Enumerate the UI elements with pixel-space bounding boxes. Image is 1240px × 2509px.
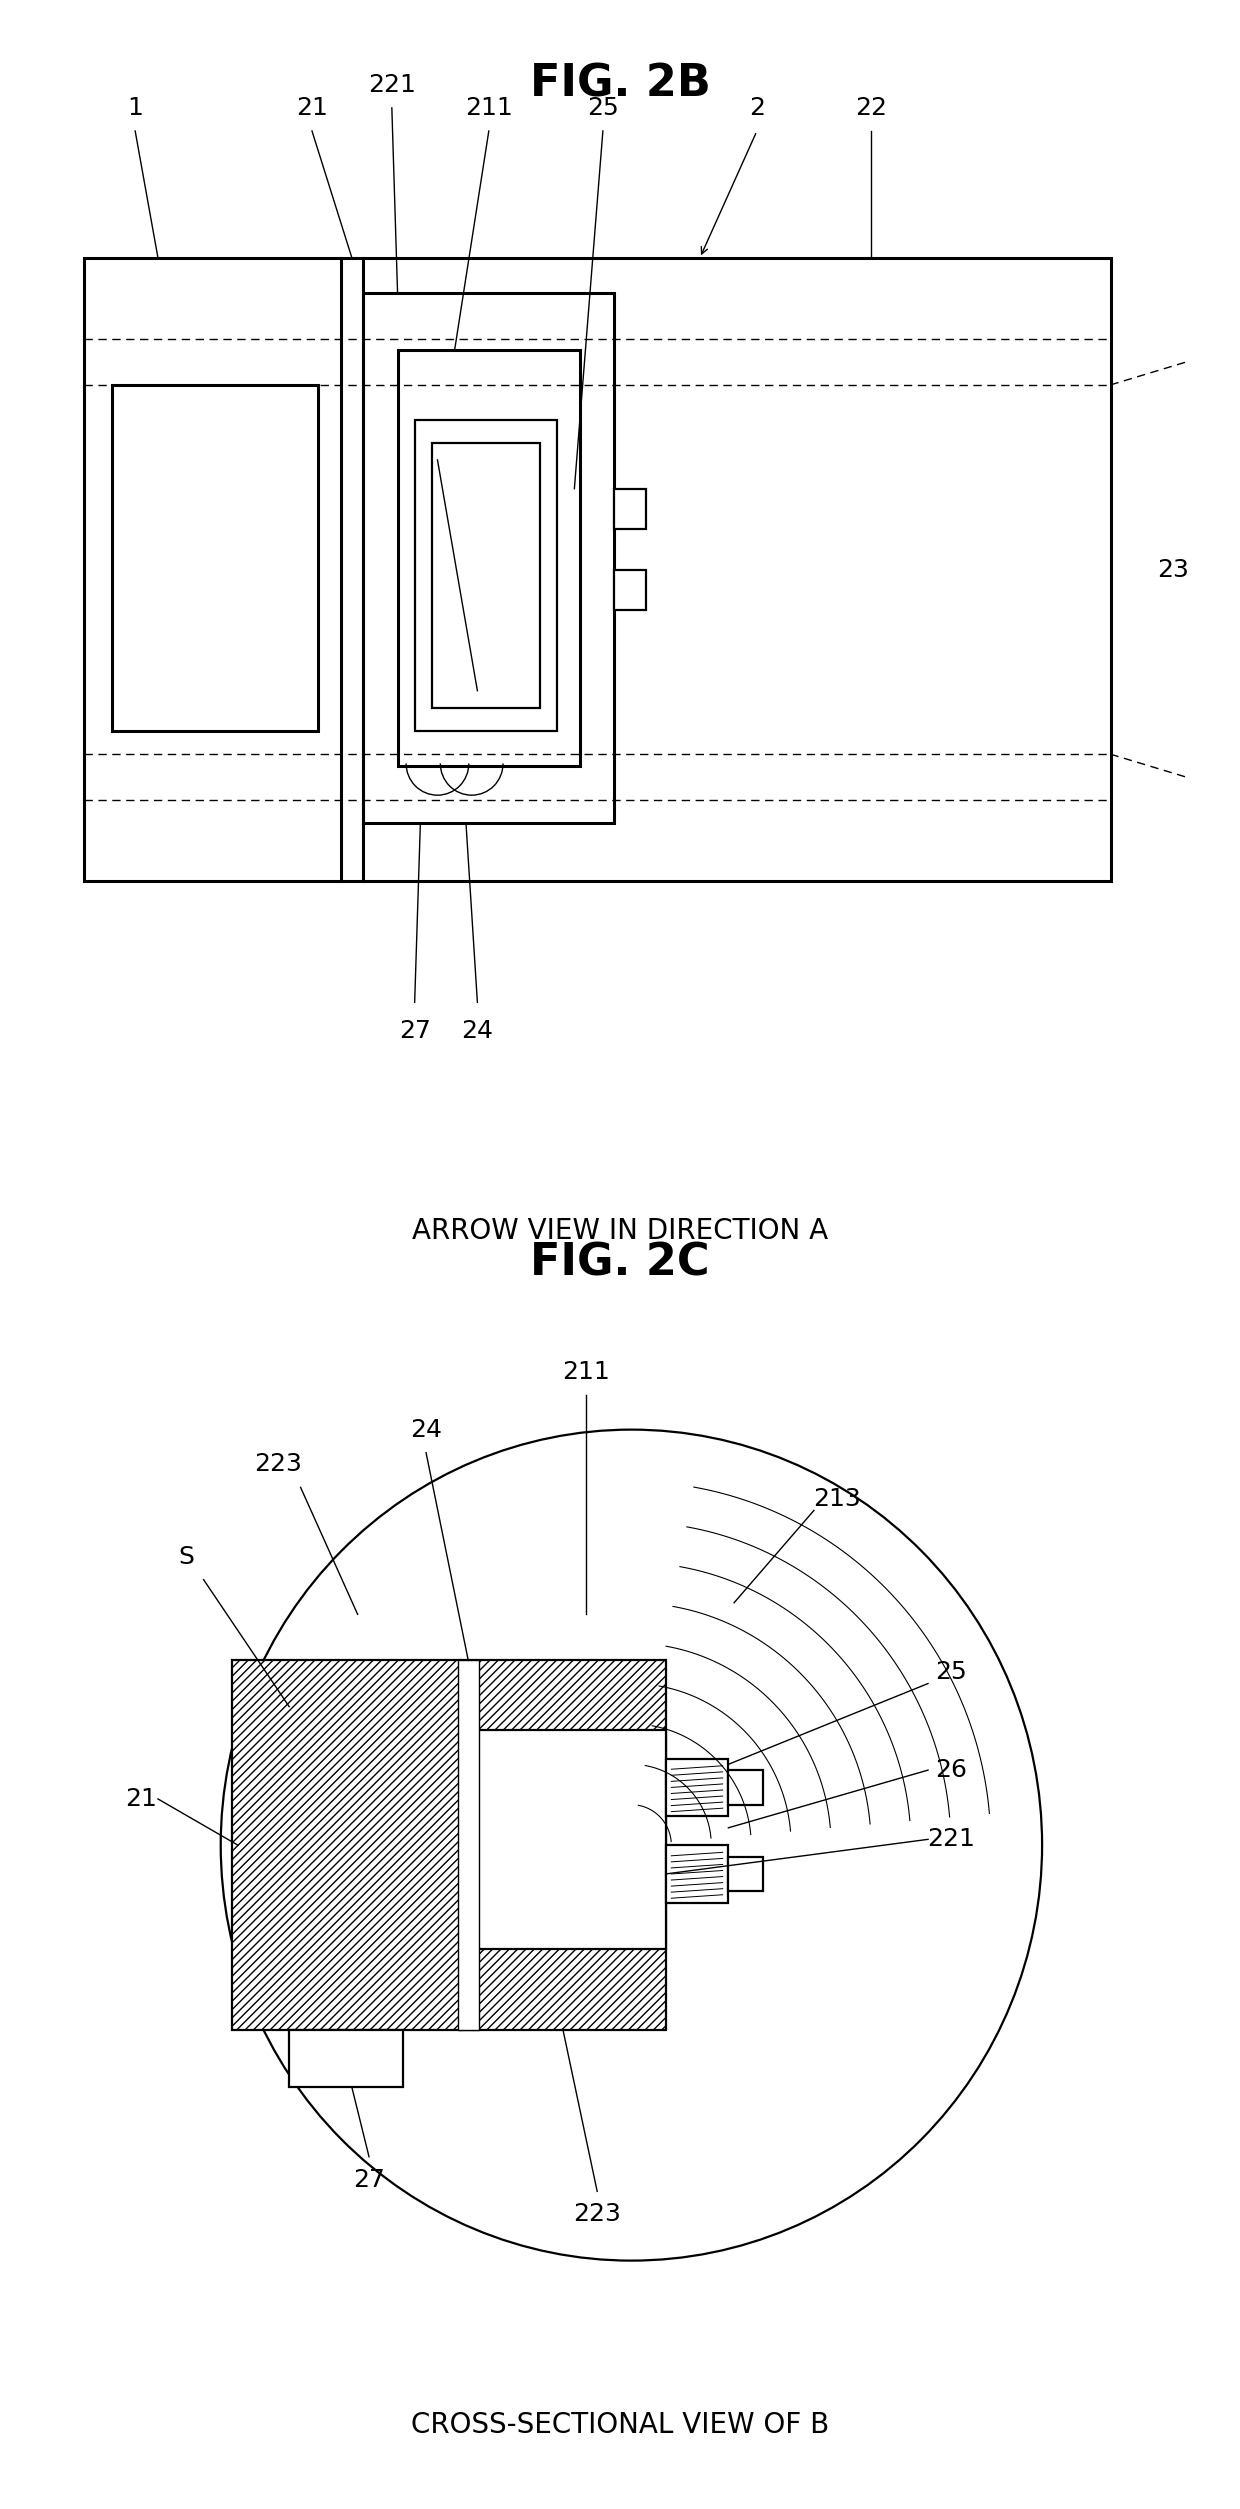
Text: 23: 23 [1157,557,1189,582]
Text: 211: 211 [562,1360,610,1385]
Bar [614,489,646,529]
Bar [84,258,1111,881]
Bar [432,442,541,708]
Bar [398,351,580,765]
Text: 1: 1 [128,95,143,120]
Text: 223: 223 [254,1453,301,1475]
Text: FIG. 2C: FIG. 2C [531,1242,709,1285]
Text: S: S [179,1546,195,1568]
Text: FIG. 2B: FIG. 2B [529,63,711,105]
Text: 221: 221 [926,1827,975,1852]
Bar [232,1661,460,2030]
Text: 2: 2 [749,95,765,120]
Bar [728,1771,763,1804]
Text: 22: 22 [854,95,887,120]
Text: CROSS-SECTIONAL VIEW OF B: CROSS-SECTIONAL VIEW OF B [410,2411,830,2439]
Bar [113,384,317,730]
Text: 25: 25 [935,1661,967,1684]
Text: 24: 24 [461,1019,494,1044]
Bar [666,1759,728,1817]
Circle shape [221,1430,1042,2261]
Bar [666,1844,728,1902]
Bar [460,1729,666,1949]
Bar [289,2030,403,2087]
Bar [728,1857,763,1892]
Bar [414,419,557,730]
Text: 26: 26 [935,1759,967,1781]
Text: 211: 211 [465,95,512,120]
Bar [460,1661,666,2030]
Text: 25: 25 [587,95,619,120]
Bar [458,1661,479,2030]
Bar [363,294,614,823]
Text: 21: 21 [296,95,327,120]
Text: 223: 223 [573,2203,621,2225]
Text: 21: 21 [125,1786,156,1811]
Text: 221: 221 [368,73,415,98]
Text: ARROW VIEW IN DIRECTION A: ARROW VIEW IN DIRECTION A [412,1217,828,1244]
Text: 27: 27 [353,2168,384,2193]
Text: 24: 24 [410,1418,443,1443]
Bar [614,570,646,610]
Text: 27: 27 [399,1019,430,1044]
Text: 213: 213 [813,1488,861,1510]
